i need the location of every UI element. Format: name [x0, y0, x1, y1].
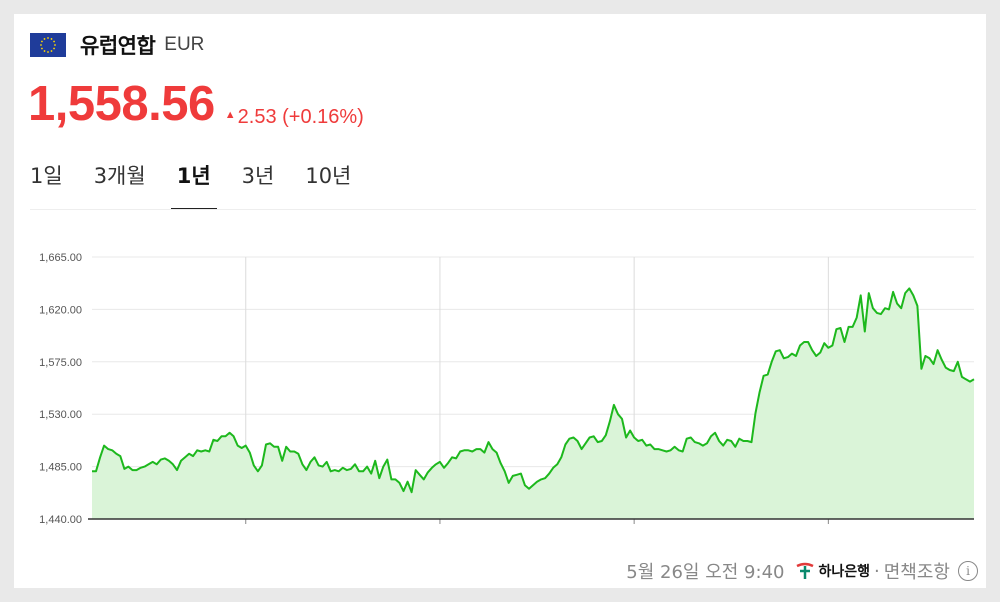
flag-star: [40, 44, 42, 46]
disclaimer-link[interactable]: 면책조항: [883, 562, 950, 583]
update-timestamp: 5월 26일 오전 9:40: [626, 562, 785, 583]
y-tick-label: 1,665.00: [39, 252, 82, 264]
flag-star: [47, 37, 49, 39]
tab-1-day[interactable]: 1일: [30, 164, 63, 188]
tab-divider: [30, 209, 976, 210]
tab-10-years[interactable]: 10년: [305, 164, 352, 188]
hana-bank-logo-icon: [796, 562, 815, 579]
y-tick-label: 1,620.00: [39, 304, 82, 316]
current-price: 1,558.56: [28, 77, 215, 131]
tab-3-years[interactable]: 3년: [241, 164, 275, 188]
flag-star: [43, 38, 46, 40]
exchange-rate-card: 유럽연합 EUR 1,558.56 ▲ 2.53 (+0.16%) 1일 3개월…: [14, 14, 986, 588]
currency-code: EUR: [164, 34, 205, 55]
info-icon[interactable]: i: [958, 561, 978, 581]
flag-star: [53, 40, 55, 43]
exchange-rate-chart[interactable]: 1,440.00 1,485.00 1,530.00 1,575.00 1,620.00…: [14, 229, 986, 529]
flag-star: [43, 50, 46, 52]
chart-footer: 5월 26일 오전 9:40 하나은행 · 면책조항 i: [626, 558, 978, 584]
y-tick-label: 1,530.00: [39, 409, 82, 421]
tab-3-months[interactable]: 3개월: [93, 164, 146, 188]
bank-name: 하나은행: [818, 564, 871, 580]
y-tick-label: 1,485.00: [39, 462, 82, 474]
flag-star: [50, 50, 53, 52]
flag-star: [54, 44, 56, 46]
y-tick-label: 1,440.00: [39, 514, 82, 526]
change-value: 2.53 (+0.16%): [237, 105, 364, 128]
y-tick-label: 1,575.00: [39, 357, 82, 369]
country-name: 유럽연합: [80, 34, 156, 58]
period-tabs: 1일 3개월 1년 3년 10년: [30, 158, 382, 210]
flag-star: [41, 40, 43, 43]
flag-star: [50, 38, 53, 40]
currency-header: 유럽연합 EUR: [30, 30, 204, 60]
footer-separator: ·: [874, 560, 880, 582]
tab-1-year[interactable]: 1년: [170, 158, 217, 210]
chart-area-fill: [92, 288, 974, 519]
flag-star: [53, 47, 55, 50]
up-arrow-icon: ▲: [224, 109, 236, 121]
price-change: ▲ 2.53 (+0.16%): [225, 106, 364, 129]
bank-source[interactable]: 하나은행: [794, 561, 870, 581]
flag-star: [47, 51, 49, 53]
flag-star: [41, 47, 43, 50]
price-row: 1,558.56 ▲ 2.53 (+0.16%): [28, 76, 364, 132]
eu-flag-icon: [30, 33, 66, 57]
